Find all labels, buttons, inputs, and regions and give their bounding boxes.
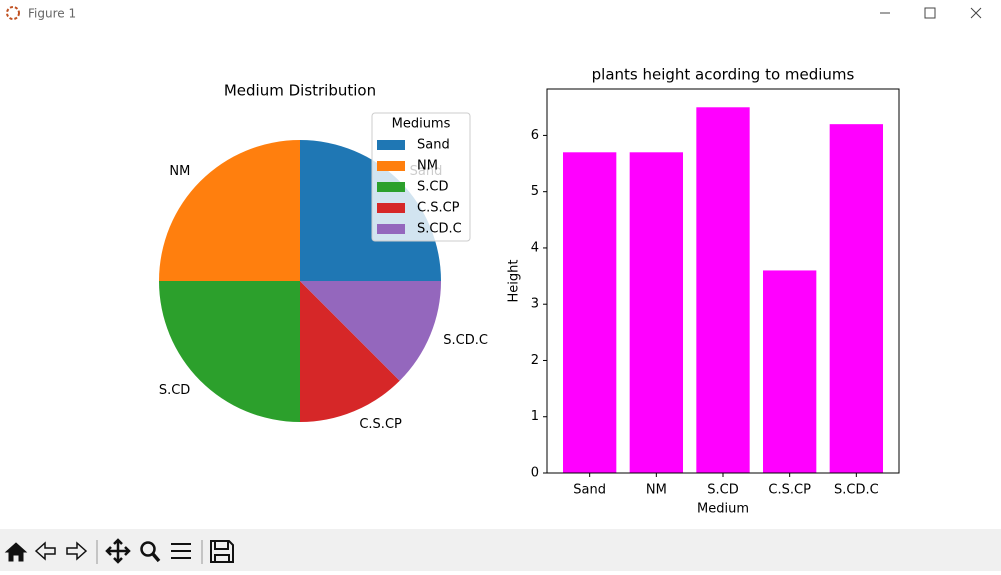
zoom-handle (151, 552, 161, 563)
bar (829, 124, 883, 474)
pan-button[interactable] (105, 538, 131, 564)
pie-slice (300, 281, 441, 381)
chart-title: plants height acording to mediums (592, 66, 855, 84)
close-button[interactable] (970, 7, 982, 19)
y-tick-label: 2 (531, 353, 539, 368)
legend-label: C.S.CP (417, 201, 460, 216)
y-tick-label: 4 (531, 240, 539, 255)
chart-title: Medium Distribution (224, 82, 376, 100)
pie-slice (159, 281, 300, 422)
window-title: Figure 1 (28, 7, 76, 21)
x-tick-label: C.S.CP (768, 483, 811, 498)
y-tick-label: 0 (531, 466, 539, 481)
slice-label: S.CD (159, 383, 190, 398)
y-axis-label: Height (507, 260, 522, 303)
legend-label: Sand (417, 138, 450, 153)
forward-button[interactable] (66, 541, 88, 561)
x-tick-label: NM (646, 483, 667, 498)
slice-label: C.S.CP (359, 417, 402, 432)
pie-slice (159, 140, 300, 281)
y-tick-label: 3 (531, 297, 539, 312)
title-bar (0, 0, 1001, 28)
x-axis-label: Medium (697, 502, 749, 517)
maximize-button[interactable] (924, 7, 936, 19)
x-tick-label: Sand (573, 483, 606, 498)
bar (696, 107, 750, 474)
toolbar-icons (4, 538, 234, 564)
bar (629, 152, 683, 474)
configure-button[interactable] (171, 543, 191, 559)
legend-title: Mediums (392, 117, 451, 132)
axes-frame (546, 88, 900, 474)
save-button[interactable] (210, 540, 234, 563)
x-tick-label: S.CD.C (834, 483, 879, 498)
slice-label: NM (169, 164, 190, 179)
zoom-button[interactable] (140, 541, 156, 557)
bar (563, 152, 617, 474)
legend-swatch (377, 161, 405, 171)
pie-slice (300, 281, 400, 422)
legend-label: S.CD.C (417, 222, 462, 237)
home-button[interactable] (4, 542, 28, 562)
x-tick-label: S.CD (707, 483, 738, 498)
bar (763, 270, 817, 473)
slice-label: S.CD.C (443, 333, 488, 348)
legend-label: NM (417, 159, 438, 174)
pie-slice (300, 140, 441, 281)
legend-swatch (377, 224, 405, 234)
legend-swatch (377, 140, 405, 150)
legend-label: S.CD (417, 180, 448, 195)
legend-swatch (377, 182, 405, 192)
y-tick-label: 1 (531, 409, 539, 424)
y-tick-label: 5 (531, 184, 539, 199)
back-button[interactable] (34, 541, 56, 561)
legend-swatch (377, 203, 405, 213)
toolbar (0, 529, 1001, 571)
y-tick-label: 6 (531, 128, 539, 143)
app-icon (6, 6, 20, 20)
